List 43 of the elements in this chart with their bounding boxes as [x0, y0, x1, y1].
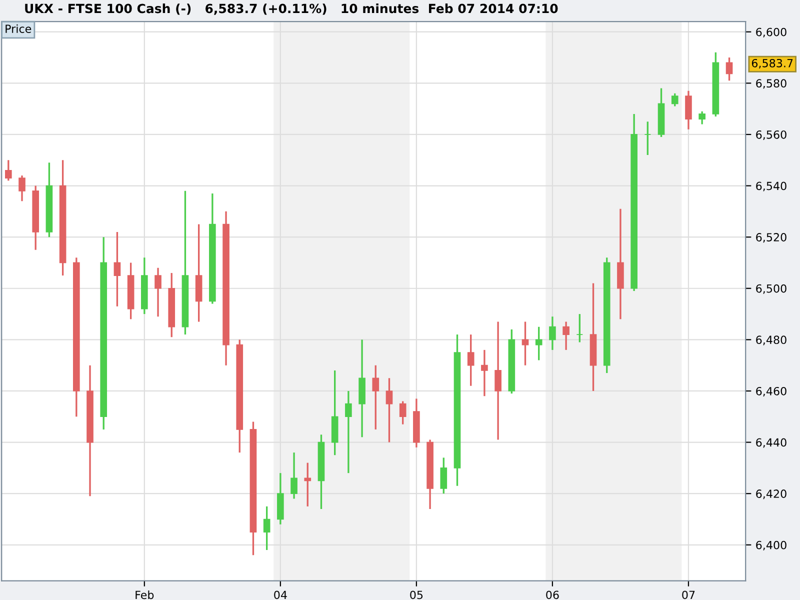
candlestick [698, 110, 706, 126]
candlestick [467, 334, 474, 387]
x-tick-label: 06 [546, 590, 559, 600]
candlestick [535, 326, 542, 362]
candlestick [562, 320, 570, 351]
candlestick [114, 231, 121, 308]
y-tick-label: 6,500 [756, 284, 786, 294]
candlestick [644, 120, 652, 156]
candlestick [685, 90, 692, 130]
y-tick-label: 6,520 [756, 233, 786, 243]
x-tick-label: Feb [136, 590, 154, 600]
candlestick [399, 400, 406, 426]
candlestick [386, 377, 393, 444]
y-tick-label: 6,600 [756, 28, 786, 38]
x-tick-label: 07 [682, 590, 695, 600]
chart-title: UKX - FTSE 100 Cash (-) 6,583.7 (+0.11%) 10 minutes Feb 07 2014 07:10 [25, 4, 558, 15]
candlestick [372, 364, 380, 430]
candlestick [576, 313, 584, 344]
candlestick [290, 452, 298, 500]
y-tick-label: 6,440 [756, 438, 786, 448]
candlestick [726, 56, 733, 82]
y-tick-label: 6,480 [756, 336, 786, 346]
candlestick [18, 174, 26, 202]
y-tick-label: 6,460 [756, 386, 786, 396]
y-tick-label: 6,580 [756, 79, 786, 89]
y-tick-label: 6,560 [756, 130, 786, 140]
candlestick [440, 456, 448, 494]
x-tick-label: 04 [274, 590, 287, 600]
candlestick [549, 316, 556, 351]
candlestick [154, 267, 162, 318]
y-tick-label: 6,400 [756, 540, 786, 550]
candlestick [481, 349, 488, 397]
y-tick-label: 6,540 [756, 182, 786, 192]
candlestick [345, 390, 352, 474]
annotation: Price [6, 24, 32, 33]
y-tick-label: 6,420 [756, 490, 786, 500]
candlestick [494, 320, 502, 441]
candlestick [4, 159, 12, 182]
x-tick-label: 05 [410, 590, 423, 600]
text: 6,583.7 [752, 58, 793, 68]
candlestick [671, 92, 678, 108]
candlestick [304, 462, 312, 508]
candlestick [263, 506, 270, 551]
